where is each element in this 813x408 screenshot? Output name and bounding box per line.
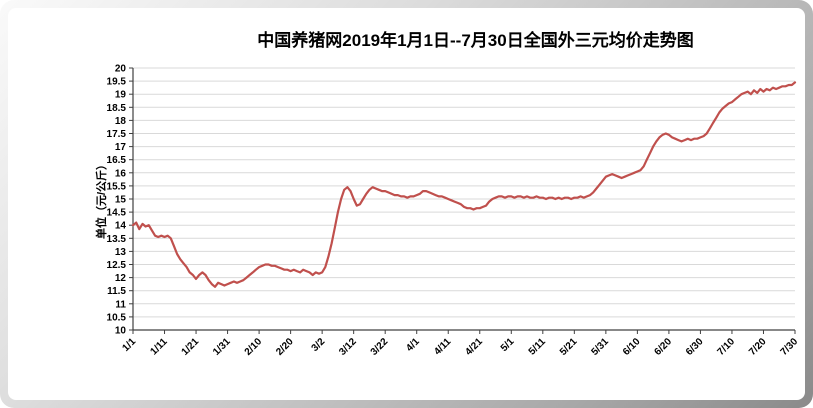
x-tick-label: 6/10 (621, 336, 643, 358)
y-tick-label: 10 (115, 326, 127, 337)
y-tick-label: 13.5 (107, 234, 127, 245)
x-tick-label: 2/10 (243, 336, 265, 358)
y-tick-label: 18 (115, 116, 127, 127)
chart-title: 中国养猪网2019年1月1日--7月30日全国外三元均价走势图 (257, 31, 694, 50)
y-tick-label: 14.5 (107, 208, 127, 219)
y-tick-label: 16 (115, 168, 127, 179)
y-tick-label: 19.5 (107, 77, 127, 88)
x-tick-label: 4/21 (463, 336, 485, 358)
x-tick-label: 4/11 (432, 336, 453, 357)
x-tick-label: 3/22 (369, 336, 391, 358)
y-tick-label: 13 (115, 247, 127, 258)
x-tick-label: 4/1 (404, 336, 422, 354)
y-tick-label: 17 (115, 142, 127, 153)
y-tick-label: 10.5 (107, 312, 127, 323)
x-tick-label: 5/21 (558, 336, 580, 358)
x-tick-label: 3/12 (337, 336, 359, 358)
x-tick-label: 5/1 (499, 336, 517, 354)
x-tick-label: 6/20 (652, 336, 674, 358)
y-axis-title: 单位（元/公斤） (96, 158, 108, 240)
y-tick-label: 12 (115, 273, 127, 284)
x-tick-label: 7/20 (747, 336, 769, 358)
price-line (131, 81, 797, 288)
y-tick-label: 14 (115, 221, 127, 232)
chart-background (8, 8, 805, 400)
x-tick-label: 1/1 (121, 336, 139, 354)
x-tick-label: 5/31 (589, 336, 611, 358)
x-tick-label: 6/30 (684, 336, 706, 358)
x-tick-label: 7/10 (716, 336, 738, 358)
y-tick-label: 15.5 (107, 181, 127, 192)
y-tick-label: 12.5 (107, 260, 127, 271)
x-tick-label: 3/2 (310, 336, 328, 354)
y-tick-label: 17.5 (107, 129, 127, 140)
x-tick-label: 1/11 (148, 336, 169, 357)
y-tick-label: 11 (115, 299, 126, 310)
x-tick-label: 7/30 (779, 336, 801, 358)
x-tick-label: 1/31 (211, 336, 233, 358)
y-tick-label: 18.5 (107, 103, 127, 114)
y-tick-label: 20 (115, 64, 127, 75)
y-tick-label: 16.5 (107, 155, 127, 166)
x-tick-label: 1/21 (180, 336, 202, 358)
y-tick-label: 15 (115, 195, 127, 206)
y-tick-label: 11.5 (107, 286, 126, 297)
x-tick-label: 5/11 (527, 336, 548, 357)
x-tick-label: 2/20 (274, 336, 296, 358)
y-tick-label: 19 (115, 90, 127, 101)
